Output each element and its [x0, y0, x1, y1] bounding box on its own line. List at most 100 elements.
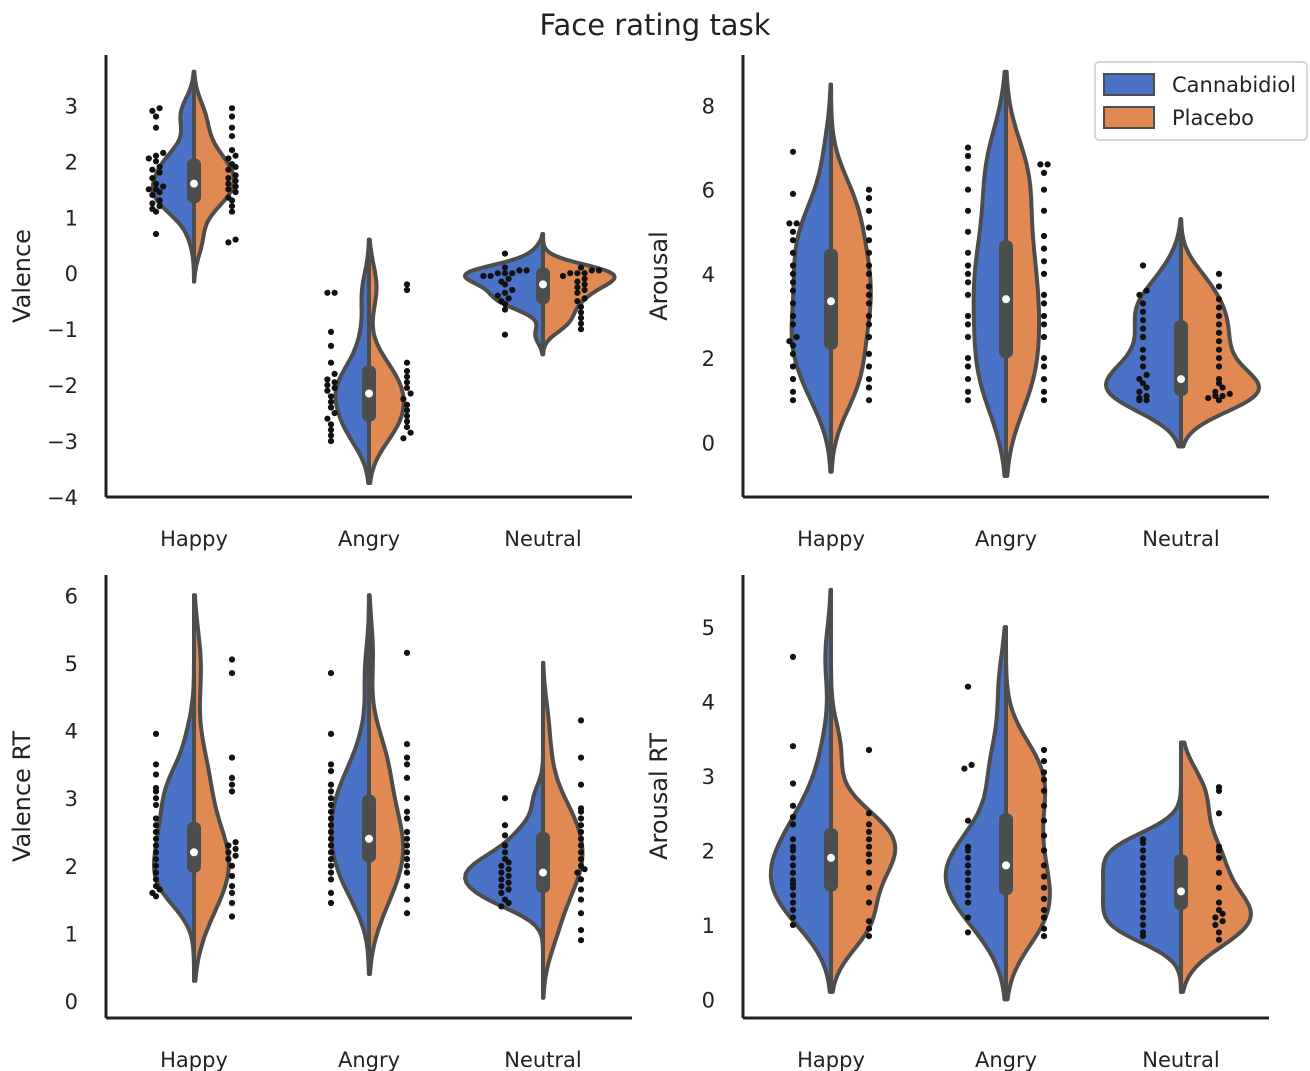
data-point: [865, 384, 873, 391]
data-point: [1139, 847, 1147, 854]
data-point: [327, 889, 335, 897]
data-point: [964, 152, 972, 160]
data-point: [1212, 392, 1219, 400]
data-point: [494, 292, 501, 299]
data-point: [327, 768, 335, 775]
data-point: [789, 780, 797, 787]
y-tick-label: 8: [702, 95, 715, 119]
data-point: [505, 872, 512, 880]
data-point: [1040, 300, 1048, 307]
data-point: [327, 795, 335, 802]
data-point: [327, 421, 335, 428]
data-point: [789, 821, 797, 828]
data-point: [1040, 933, 1048, 940]
data-point: [964, 270, 972, 277]
data-point: [327, 822, 335, 829]
data-point: [1040, 363, 1048, 370]
data-point: [232, 152, 239, 159]
data-point: [789, 342, 797, 349]
data-point: [327, 862, 335, 869]
violin-cannabidiol-happy: [150, 69, 196, 284]
data-point: [1219, 392, 1226, 400]
data-point: [403, 281, 411, 288]
data-point: [865, 869, 873, 876]
data-point: [156, 886, 163, 893]
data-point: [1215, 329, 1223, 336]
data-point: [1040, 895, 1048, 903]
data-point: [152, 208, 160, 215]
x-tick-label: Happy: [160, 527, 228, 551]
y-tick-label: 5: [702, 616, 715, 640]
data-point: [324, 289, 331, 296]
data-point: [232, 189, 239, 196]
data-point: [403, 910, 411, 917]
data-point: [327, 359, 335, 366]
data-point: [225, 180, 232, 187]
data-point: [964, 363, 972, 370]
data-point: [509, 270, 516, 277]
violin-placebo-angry: [367, 237, 406, 486]
data-point: [577, 754, 585, 761]
data-point: [498, 862, 505, 869]
data-point: [1215, 304, 1223, 311]
data-point: [145, 155, 152, 162]
data-point: [327, 801, 335, 809]
data-point: [964, 262, 972, 269]
data-point: [152, 788, 160, 795]
data-point: [1136, 376, 1143, 383]
data-point: [964, 355, 972, 362]
data-point: [228, 203, 236, 210]
median-marker: [827, 853, 835, 862]
data-point: [577, 856, 585, 863]
data-point: [581, 275, 588, 282]
data-point: [403, 649, 411, 656]
x-tick-label: Happy: [797, 1048, 865, 1071]
data-point: [501, 300, 509, 308]
data-point: [789, 363, 797, 370]
data-point: [225, 849, 232, 856]
data-point: [1215, 397, 1223, 404]
legend-swatch-placebo: [1103, 106, 1155, 129]
data-point: [498, 869, 505, 876]
median-marker: [539, 868, 547, 877]
data-point: [595, 267, 603, 274]
data-point: [964, 397, 972, 404]
data-point: [403, 368, 411, 375]
data-point: [324, 387, 331, 394]
data-point: [789, 262, 797, 269]
data-point: [403, 774, 411, 782]
data-point: [865, 828, 873, 836]
panel-1: −4 −3 −2 −1 0 1 2 3 Valence Happy Angry Neutral: [8, 55, 632, 551]
data-point: [232, 163, 239, 170]
data-point: [1215, 847, 1223, 854]
data-point: [1139, 869, 1147, 876]
y-tick-label: 3: [65, 94, 78, 118]
data-point: [577, 896, 585, 903]
y-axis-label: Valence: [8, 229, 36, 323]
data-point: [577, 910, 585, 917]
data-point: [865, 207, 873, 214]
data-point: [789, 237, 797, 244]
data-point: [1215, 283, 1223, 290]
data-point: [865, 363, 873, 370]
data-point: [228, 670, 236, 677]
data-point: [1040, 906, 1048, 914]
data-point: [964, 186, 972, 193]
data-point: [1040, 186, 1048, 193]
data-point: [1215, 363, 1223, 370]
data-point: [964, 847, 972, 854]
data-point: [160, 183, 167, 190]
data-point: [232, 839, 239, 846]
data-point: [574, 298, 581, 305]
data-point: [1215, 380, 1223, 387]
data-point: [152, 835, 160, 842]
data-point: [331, 384, 338, 391]
data-point: [865, 262, 873, 269]
data-point: [327, 835, 335, 842]
data-point: [1040, 847, 1048, 854]
data-point: [577, 309, 585, 316]
data-point: [327, 781, 335, 788]
data-point: [327, 328, 335, 335]
median-marker: [1002, 295, 1010, 304]
